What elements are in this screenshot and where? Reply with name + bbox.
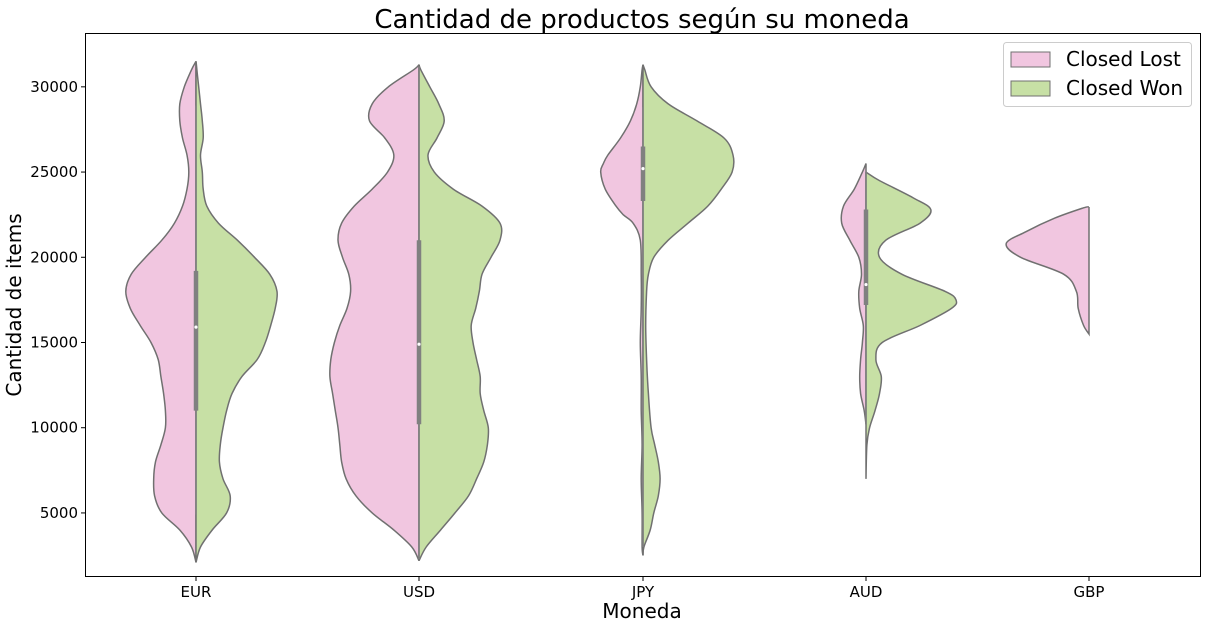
y-tick-label: 20000 [30, 248, 78, 266]
violin-half-closed-lost-aud [840, 163, 867, 425]
y-tick-label: 30000 [30, 78, 78, 96]
legend-label-closed-lost: Closed Lost [1066, 47, 1181, 71]
y-tick-label: 25000 [30, 163, 78, 181]
violin-half-closed-won-usd [418, 64, 503, 562]
y-tick-label: 15000 [30, 333, 78, 351]
y-tick-label: 5000 [40, 504, 78, 522]
violin-usd [329, 64, 503, 562]
violin-half-closed-lost-gbp [1005, 206, 1090, 337]
median-marker-jpy [641, 167, 645, 171]
x-tick-label-jpy: JPY [631, 583, 655, 601]
median-marker-eur [194, 325, 198, 329]
violin-half-closed-lost-eur [125, 60, 197, 563]
legend-swatch-closed-won [1010, 80, 1051, 97]
violin-half-closed-lost-jpy [599, 64, 644, 556]
y-axis-label: Cantidad de items [2, 213, 26, 396]
violin-gbp [1005, 206, 1090, 337]
x-tick-label-aud: AUD [850, 583, 883, 601]
chart-title: Cantidad de productos según su moneda [374, 5, 909, 35]
violin-eur [125, 60, 279, 563]
median-marker-aud [864, 282, 868, 287]
x-tick-label-gbp: GBP [1074, 583, 1105, 601]
legend-swatch-closed-lost [1010, 51, 1051, 68]
violin-aud [840, 163, 958, 479]
x-tick-label-eur: EUR [181, 583, 212, 601]
y-axis: 5000 10000 15000 20000 25000 30000 [30, 78, 86, 522]
x-axis: EUR USD JPY AUD GBP [181, 576, 1105, 601]
violin-half-closed-lost-usd [329, 64, 420, 562]
violin-jpy [599, 64, 735, 556]
plot-area [125, 60, 1090, 563]
y-tick-label: 10000 [30, 419, 78, 437]
legend: Closed Lost Closed Won [1003, 42, 1192, 107]
x-axis-label: Moneda [602, 599, 681, 623]
median-marker-usd [417, 342, 421, 346]
x-tick-label-usd: USD [403, 583, 435, 601]
legend-label-closed-won: Closed Won [1066, 76, 1183, 100]
violin-half-closed-won-jpy [642, 64, 735, 556]
violin-half-closed-won-aud [865, 171, 958, 479]
violin-half-closed-won-eur [195, 61, 279, 563]
